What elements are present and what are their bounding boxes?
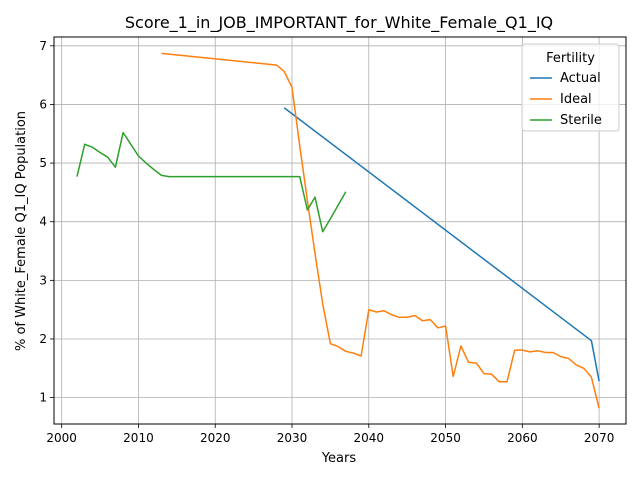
y-tick-label: 4 [39,215,47,229]
y-tick-label: 6 [39,97,47,111]
x-tick-label: 2050 [430,431,461,445]
legend-title: Fertility [546,51,595,66]
x-tick-label: 2060 [507,431,538,445]
x-tick-label: 2010 [123,431,154,445]
y-axis-ticks: 1 2 3 4 5 6 7 [39,39,54,405]
x-tick-label: 2040 [354,431,385,445]
legend-box [521,43,620,132]
y-tick-label: 7 [39,39,47,53]
x-tick-label: 2020 [200,431,231,445]
x-tick-label: 2000 [46,431,77,445]
series-line-ideal [161,52,600,409]
y-tick-label: 3 [39,273,47,287]
legend-label-sterile: Sterile [560,113,602,128]
x-tick-label: 2030 [277,431,308,445]
y-tick-label: 2 [39,332,47,346]
series-lines [76,52,600,409]
legend-label-actual: Actual [560,71,601,86]
series-line-sterile [76,131,347,233]
chart-title: Score_1_in_JOB_IMPORTANT_for_White_Femal… [125,13,553,33]
y-axis-label: % of White_Female Q1_IQ Population [14,111,29,351]
y-tick-label: 5 [39,156,47,170]
series-line-actual [283,107,600,382]
legend: Fertility Actual Ideal Sterile [521,43,620,132]
x-axis-ticks: 2000 2010 2020 2030 2040 2050 2060 2070 [46,424,614,445]
legend-label-ideal: Ideal [560,92,592,107]
x-tick-label: 2070 [584,431,615,445]
plot-frame [53,36,627,425]
x-axis-label: Years [321,451,357,466]
y-tick-label: 1 [39,391,47,405]
